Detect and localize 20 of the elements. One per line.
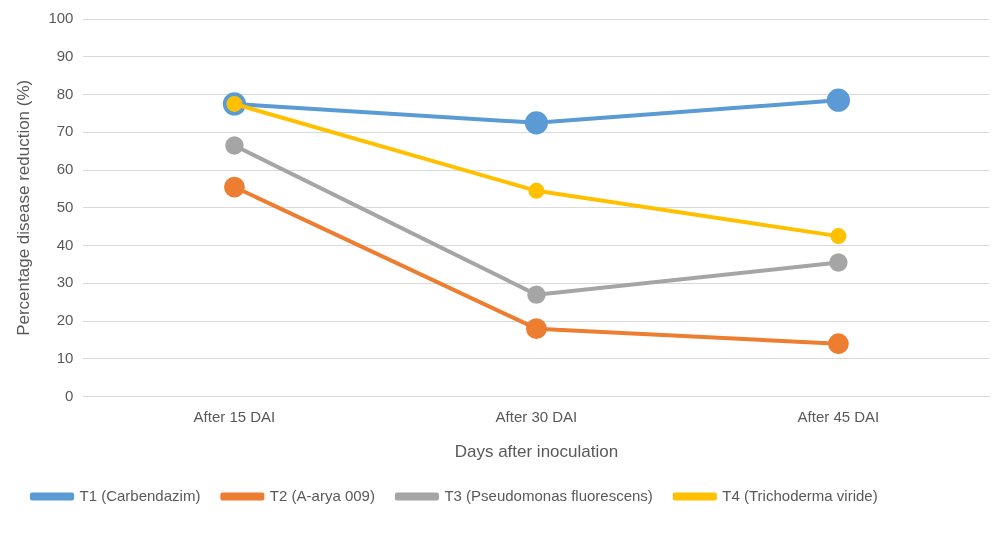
y-tick-label: 30 xyxy=(56,273,74,291)
y-tick-label: 10 xyxy=(56,348,74,366)
legend-label: T2 (A-arya 009) xyxy=(269,486,375,504)
y-tick-label: 80 xyxy=(56,84,74,102)
x-tick-label: After 15 DAI xyxy=(193,407,276,425)
legend-label: T1 (Carbendazim) xyxy=(79,486,201,504)
legend-label: T4 (Trichoderma viride) xyxy=(722,486,878,504)
y-tick-label: 40 xyxy=(56,235,74,253)
x-axis-title: Days after inoculation xyxy=(454,442,619,462)
y-tick-label: 20 xyxy=(56,311,74,329)
y-tick-label: 50 xyxy=(56,197,74,215)
legend-label: T3 (Pseudomonas fluorescens) xyxy=(444,486,653,504)
y-tick-label: 70 xyxy=(56,122,74,140)
y-tick-label: 100 xyxy=(48,9,74,27)
y-tick-label: 0 xyxy=(65,386,74,404)
y-axis-title: Percentage disease reduction (%) xyxy=(13,79,33,336)
y-tick-label: 90 xyxy=(56,46,74,64)
y-tick-label: 60 xyxy=(56,160,74,178)
x-tick-label: After 45 DAI xyxy=(797,407,880,425)
x-tick-label: After 30 DAI xyxy=(495,407,578,425)
